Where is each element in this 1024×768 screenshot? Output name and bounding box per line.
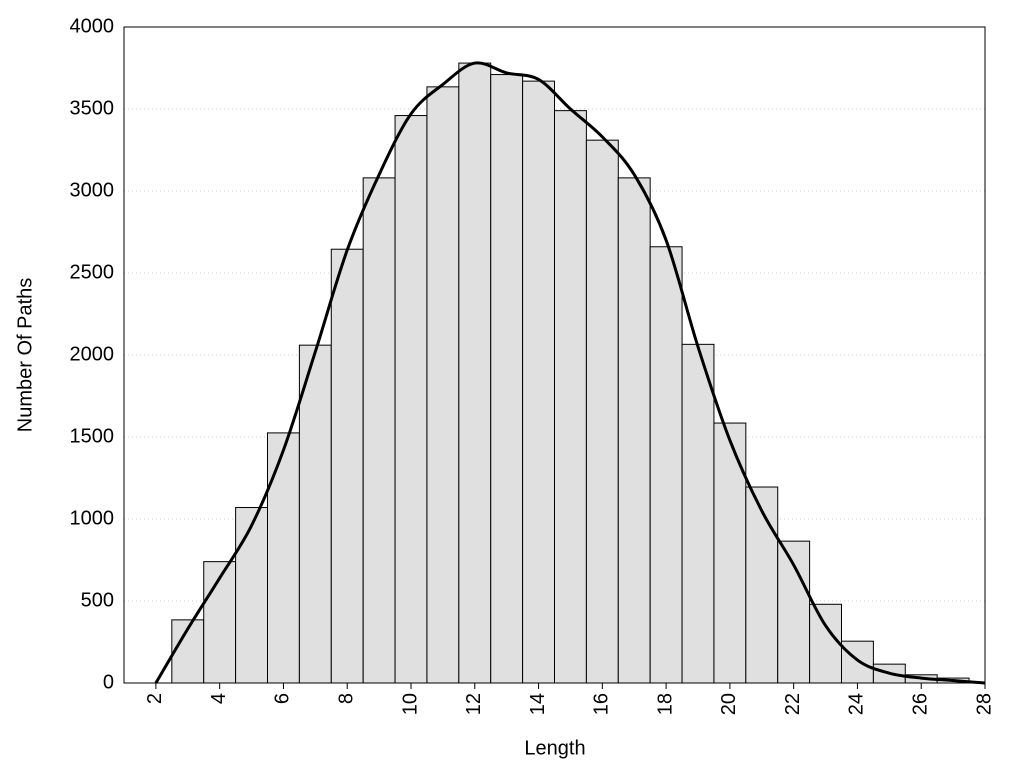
x-tick-label: 18 bbox=[654, 693, 676, 715]
bar bbox=[458, 62, 492, 684]
plot-frame bbox=[123, 26, 986, 684]
bar bbox=[617, 177, 651, 684]
bar bbox=[298, 344, 332, 684]
bar bbox=[585, 139, 619, 684]
x-tick-label: 22 bbox=[782, 693, 804, 715]
bar bbox=[745, 486, 779, 684]
y-tick-label: 0 bbox=[103, 671, 114, 693]
bar bbox=[809, 603, 842, 684]
x-tick-label: 12 bbox=[463, 693, 485, 715]
bar bbox=[649, 246, 683, 684]
x-tick-label: 16 bbox=[591, 693, 613, 715]
x-tick-label: 4 bbox=[208, 693, 230, 704]
x-tick-label: 24 bbox=[846, 693, 868, 715]
y-tick-label: 1000 bbox=[70, 507, 115, 529]
bar bbox=[235, 507, 269, 684]
y-tick-label: 2000 bbox=[70, 343, 115, 365]
bar bbox=[362, 177, 396, 684]
x-tick-label: 10 bbox=[399, 693, 421, 715]
y-tick-label: 3500 bbox=[70, 97, 115, 119]
bar bbox=[394, 115, 428, 684]
y-tick-label: 1500 bbox=[70, 425, 115, 447]
bar bbox=[490, 74, 524, 684]
bar bbox=[554, 110, 587, 684]
x-tick-label: 14 bbox=[527, 693, 549, 715]
bar bbox=[426, 86, 460, 684]
bar bbox=[267, 432, 300, 684]
bar bbox=[841, 640, 874, 684]
bar bbox=[713, 422, 747, 684]
x-tick-label: 8 bbox=[336, 693, 358, 704]
curve bbox=[154, 61, 986, 685]
bar bbox=[522, 80, 555, 684]
y-tick-label: 2500 bbox=[70, 261, 115, 283]
x-tick-label: 6 bbox=[272, 693, 294, 704]
x-tick-label: 20 bbox=[718, 693, 740, 715]
bar bbox=[681, 343, 715, 684]
x-tick-label: 2 bbox=[144, 693, 166, 704]
x-tick-label: 26 bbox=[910, 693, 932, 715]
y-tick-label: 500 bbox=[81, 589, 114, 611]
y-tick-label: 3000 bbox=[70, 179, 115, 201]
x-tick-label: 28 bbox=[973, 693, 995, 715]
y-axis-label: Number Of Paths bbox=[14, 278, 36, 433]
bar bbox=[330, 248, 364, 684]
y-tick-label: 4000 bbox=[70, 15, 115, 37]
x-axis-label: Length bbox=[524, 737, 585, 759]
